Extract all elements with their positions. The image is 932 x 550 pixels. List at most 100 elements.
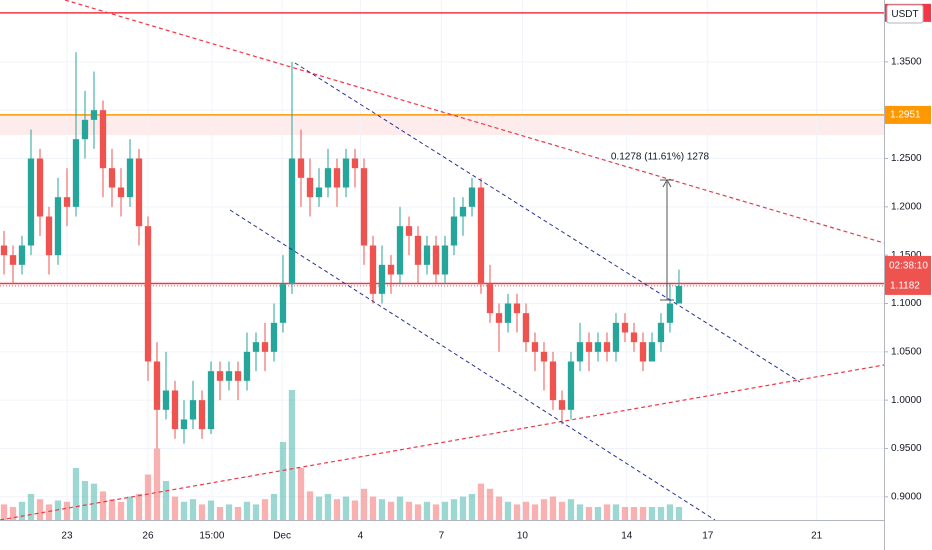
volume-bar [243,501,251,520]
candle-body [558,400,566,410]
volume-bar [252,504,260,520]
candle-body [108,168,116,188]
volume-bar [522,501,530,520]
volume-bar [504,501,512,520]
candle-body [315,187,323,198]
candle-body [27,158,35,246]
volume-bar [126,496,134,520]
candle-body [513,303,521,314]
volume-bar [144,474,152,520]
candle-body [477,187,485,285]
candle-body [153,361,161,410]
volume-bar [387,501,395,520]
candle-body [387,264,395,275]
candle-body [0,245,8,256]
candle-body [630,332,638,343]
y-tick-label: 1.0500 [891,346,922,357]
candle-body [603,342,611,352]
volume-bar [531,504,539,520]
candle-body [612,322,620,352]
candle-body [54,197,62,256]
candle-body [180,419,188,430]
candle-body [567,361,575,410]
volume-bar [396,496,404,520]
candle-body [333,168,341,188]
candle-body [594,342,602,352]
volume-bar [342,496,350,520]
volume-bar [630,507,638,520]
zone [0,115,884,135]
volume-bar [9,507,17,520]
volume-bar [99,491,107,520]
volume-bar [576,504,584,520]
candle-body [324,168,332,188]
candle-body [189,400,197,420]
candle-body [18,245,26,265]
volume-bar [108,499,116,520]
volume-bar [189,499,197,520]
volume-pane [0,390,683,520]
level-tag [885,105,931,124]
x-tick-label: 4 [358,531,364,542]
candle-body [342,158,350,188]
x-tick-label: 17 [702,531,714,542]
candle-body [450,216,458,246]
candle-body [423,245,431,265]
candle-body [198,400,206,430]
candle-body [9,255,17,265]
volume-bar [36,499,44,520]
currency-box [886,4,924,24]
price-tag [885,255,931,295]
volume-bar [477,483,485,520]
candle-body [216,371,224,381]
volume-bar [540,499,548,520]
x-tick-label: 7 [439,531,445,542]
volume-bar [603,504,611,520]
volume-bar [450,499,458,520]
y-tick-label: 1.3500 [891,56,922,67]
candle-body [63,197,71,207]
volume-bar [405,501,413,520]
volume-bar [27,494,35,520]
candle-body [279,284,287,323]
volume-bar [369,496,377,520]
candle-body [396,226,404,275]
volume-bar [180,501,188,520]
candle-body [144,226,152,362]
candle-body [621,322,629,333]
candle-body [270,322,278,352]
volume-bar [360,488,368,520]
volume-bar [513,504,521,520]
volume-bar [198,504,206,520]
candle-body [288,158,296,285]
volume-bar [315,496,323,520]
candle-body [549,361,557,401]
volume-bar [207,500,215,520]
axis-labels: 0.9000 0.9500 1.0000 1.0500 1.1000 1.1500 1.20… [61,3,931,542]
candle-body [486,284,494,314]
candle-body [207,371,215,430]
candle-body [657,322,665,343]
candle-body [306,177,314,198]
volume-bar [378,499,386,520]
volume-bar [171,496,179,520]
volume-bar [567,499,575,520]
x-tick-label: 26 [142,531,154,542]
volume-bar [459,496,467,520]
candle-body [675,285,683,304]
candle-body [297,158,305,178]
y-tick-label: 1.2000 [891,201,922,212]
volume-bar [621,507,629,520]
candle-body [261,342,269,352]
channel-line [229,209,716,521]
volume-bar [666,504,674,520]
price-label: 1.1182 [890,281,920,292]
candle-body [252,342,260,352]
y-tick-label: 1.1500 [891,250,922,261]
volume-bar [153,448,161,520]
candle-body [432,245,440,275]
volume-bar [0,504,8,520]
volume-bar [225,504,233,520]
volume-bar [423,501,431,520]
